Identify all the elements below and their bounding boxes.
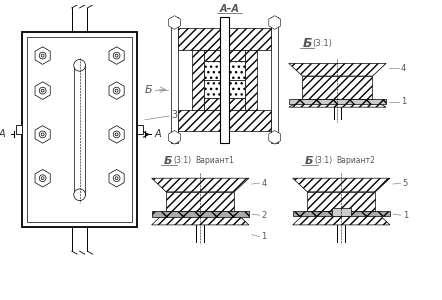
Circle shape	[113, 175, 120, 181]
Circle shape	[74, 59, 85, 71]
Polygon shape	[152, 211, 249, 225]
Circle shape	[115, 133, 118, 136]
Polygon shape	[293, 211, 390, 216]
Polygon shape	[245, 50, 257, 110]
Circle shape	[39, 175, 46, 181]
Text: 4: 4	[401, 64, 406, 73]
Circle shape	[41, 133, 44, 136]
Polygon shape	[74, 65, 85, 195]
Polygon shape	[171, 17, 178, 143]
Polygon shape	[166, 192, 234, 211]
Polygon shape	[289, 99, 386, 107]
Circle shape	[113, 52, 120, 59]
Text: A: A	[0, 129, 5, 140]
Polygon shape	[137, 125, 143, 134]
Text: A: A	[154, 129, 161, 140]
Polygon shape	[289, 63, 386, 76]
Polygon shape	[220, 17, 229, 143]
Text: Б: Б	[302, 38, 312, 50]
Polygon shape	[332, 208, 351, 216]
Polygon shape	[192, 50, 204, 110]
Text: Б: Б	[305, 156, 313, 166]
Polygon shape	[269, 16, 281, 29]
Polygon shape	[204, 98, 245, 110]
Polygon shape	[109, 82, 124, 99]
Polygon shape	[109, 126, 124, 143]
Text: 5: 5	[403, 178, 408, 188]
Polygon shape	[289, 99, 386, 104]
Polygon shape	[152, 211, 249, 217]
Circle shape	[115, 177, 118, 180]
Text: (3:1): (3:1)	[314, 156, 332, 165]
Text: 1: 1	[403, 211, 408, 220]
Circle shape	[39, 87, 46, 94]
Polygon shape	[307, 192, 375, 211]
Polygon shape	[271, 17, 278, 143]
Circle shape	[115, 54, 118, 57]
Polygon shape	[204, 61, 245, 80]
Text: Вариант1: Вариант1	[195, 156, 234, 165]
Polygon shape	[27, 37, 132, 222]
Polygon shape	[109, 169, 124, 187]
Circle shape	[39, 131, 46, 138]
Circle shape	[115, 89, 118, 92]
Polygon shape	[109, 47, 124, 64]
Polygon shape	[178, 110, 271, 131]
Circle shape	[74, 189, 85, 201]
Circle shape	[39, 52, 46, 59]
Text: 2: 2	[262, 211, 267, 220]
Text: Вариант2: Вариант2	[336, 156, 375, 165]
Circle shape	[41, 89, 44, 92]
Circle shape	[113, 87, 120, 94]
Polygon shape	[168, 16, 180, 29]
Polygon shape	[152, 178, 249, 192]
Text: А–А: А–А	[220, 4, 240, 14]
Polygon shape	[35, 82, 50, 99]
Text: (3:1): (3:1)	[173, 156, 191, 165]
Polygon shape	[35, 126, 50, 143]
Polygon shape	[16, 125, 22, 134]
Polygon shape	[204, 50, 245, 62]
Polygon shape	[293, 178, 390, 192]
Polygon shape	[35, 169, 50, 187]
Text: Б: Б	[145, 85, 152, 95]
Polygon shape	[293, 211, 390, 225]
Text: Б: Б	[163, 156, 172, 166]
Text: 4: 4	[262, 178, 267, 188]
Polygon shape	[204, 80, 245, 98]
Polygon shape	[302, 76, 373, 99]
Text: 1: 1	[262, 232, 267, 241]
Text: (3:1): (3:1)	[312, 39, 332, 48]
Polygon shape	[178, 28, 271, 50]
Text: 1: 1	[401, 97, 406, 106]
Polygon shape	[269, 130, 281, 144]
Text: 3: 3	[171, 110, 177, 120]
Polygon shape	[35, 47, 50, 64]
Circle shape	[41, 177, 44, 180]
Circle shape	[41, 54, 44, 57]
Polygon shape	[168, 130, 180, 144]
Polygon shape	[22, 32, 137, 227]
Circle shape	[113, 131, 120, 138]
